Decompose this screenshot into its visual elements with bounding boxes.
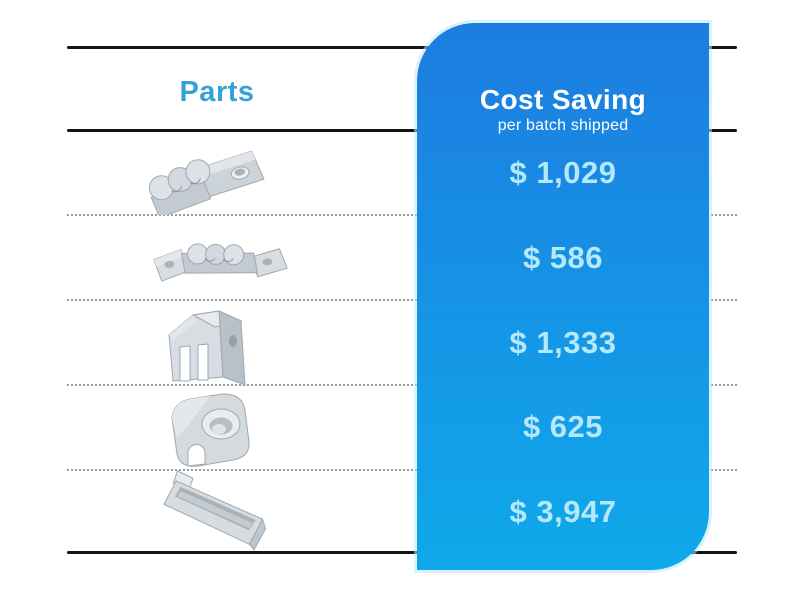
row-divider-dotted (67, 384, 737, 386)
saving-value: $ 625 (522, 409, 604, 444)
row-divider-dotted (67, 214, 737, 216)
counterbore-block-part-icon (158, 386, 260, 470)
saving-value: $ 1,029 (509, 155, 617, 190)
saving-value: $ 586 (522, 240, 604, 275)
saving-value: $ 1,333 (509, 325, 617, 360)
row-divider-dotted (67, 469, 737, 471)
slotted-block-part-icon (153, 299, 259, 389)
saving-value: $ 3,947 (509, 494, 617, 529)
header-bottom-line (67, 129, 737, 132)
cost-saving-header: Cost Saving per batch shipped (417, 85, 709, 135)
cost-saving-panel: Cost Saving per batch shipped $ 1,029 $ … (417, 23, 709, 570)
row-divider-dotted (67, 299, 737, 301)
table-bottom-line (67, 551, 737, 554)
channel-rail-part-icon (158, 468, 276, 558)
cost-saving-title: Cost Saving (479, 84, 647, 115)
table-top-line (67, 46, 737, 49)
parts-column-header: Parts (179, 76, 255, 108)
wavy-clamp-three-hump-part-icon (138, 137, 276, 215)
wavy-clamp-long-part-icon (148, 224, 292, 292)
cost-saving-subtitle: per batch shipped (497, 117, 629, 135)
